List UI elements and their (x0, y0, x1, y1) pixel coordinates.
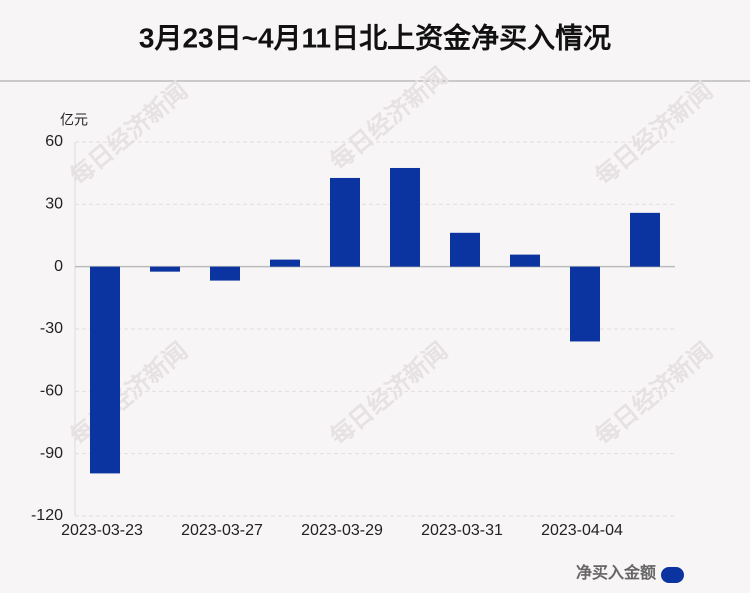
y-tick-label: 60 (45, 133, 63, 150)
legend-swatch (661, 567, 684, 583)
bar (510, 254, 540, 267)
x-tick-label: 2023-03-31 (421, 522, 503, 539)
y-tick-label: -30 (40, 320, 63, 337)
bar (390, 167, 420, 267)
bar (450, 232, 480, 267)
x-tick-label: 2023-03-27 (181, 522, 263, 539)
x-tick-label: 2023-03-23 (61, 522, 143, 539)
x-tick-label: 2023-04-04 (541, 522, 623, 539)
bar (630, 212, 660, 267)
x-tick-label: 2023-03-29 (301, 522, 383, 539)
bar (150, 266, 180, 272)
y-tick-label: 30 (45, 196, 63, 213)
chart-title: 3月23日~4月11日北上资金净买入情况 (139, 21, 611, 53)
y-axis-unit: 亿元 (60, 112, 88, 128)
y-tick-label: -120 (31, 507, 63, 524)
bar (270, 259, 300, 267)
bar (570, 266, 600, 342)
bar (90, 266, 120, 474)
y-tick-label: -90 (40, 445, 63, 462)
y-tick-label: -60 (40, 383, 63, 400)
bar (330, 177, 360, 267)
y-tick-label: 0 (54, 258, 63, 275)
bar (210, 266, 240, 281)
legend-label: 净买入金额 (576, 563, 656, 582)
